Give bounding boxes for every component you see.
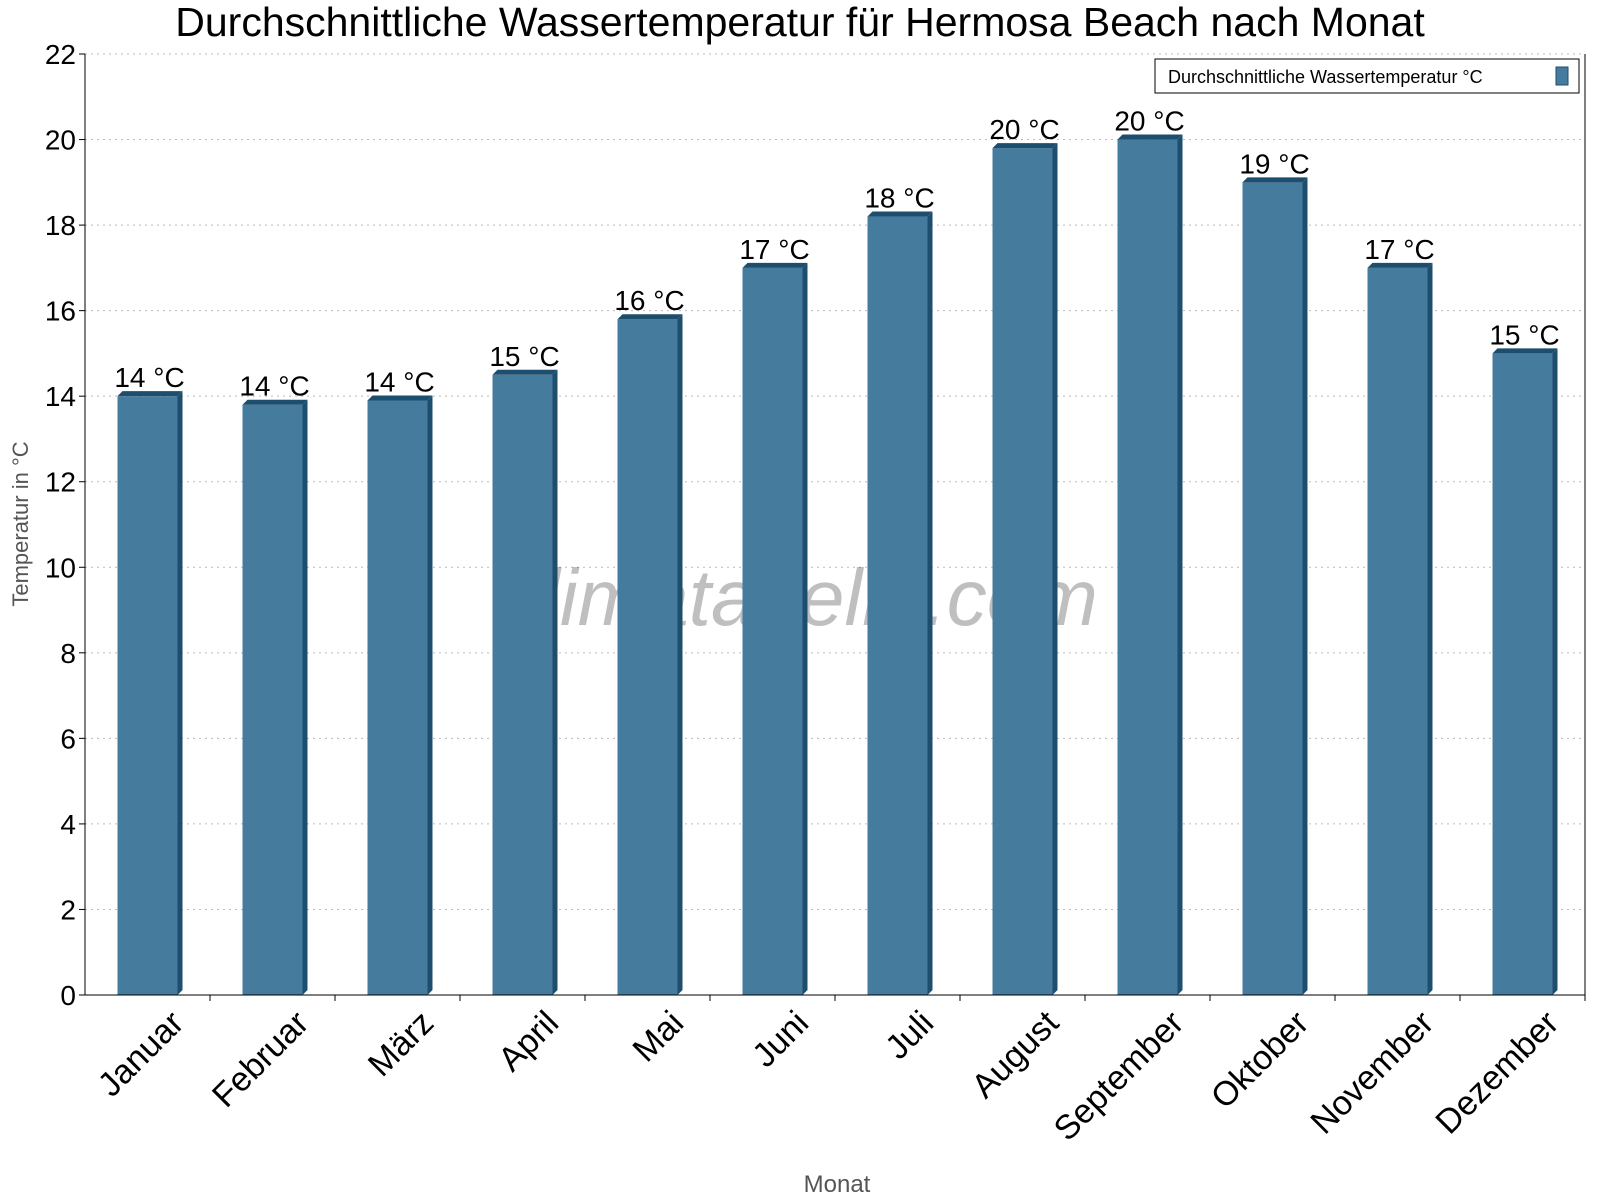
- data-label: 17 °C: [739, 234, 809, 265]
- x-tick-label: Juli: [878, 1004, 941, 1067]
- data-label: 14 °C: [364, 366, 434, 397]
- y-tick-label: 22: [45, 39, 76, 70]
- bar-top: [742, 262, 808, 268]
- bar-side: [677, 314, 683, 995]
- x-tick-label: Februar: [205, 1004, 316, 1115]
- bar-top: [492, 369, 558, 375]
- bar-top: [867, 211, 933, 217]
- bar-top: [117, 391, 183, 397]
- x-tick-label: Oktober: [1204, 1004, 1316, 1116]
- bar-top: [1242, 177, 1308, 183]
- bar: [117, 396, 178, 995]
- data-label: 19 °C: [1239, 148, 1309, 179]
- data-label: 14 °C: [239, 371, 309, 402]
- bar: [1242, 182, 1303, 995]
- bar: [492, 374, 553, 996]
- y-tick-label: 4: [60, 809, 76, 840]
- x-tick-label: April: [491, 1004, 566, 1079]
- bar-side: [1052, 143, 1058, 996]
- bar-side: [1177, 134, 1183, 995]
- bar-side: [552, 369, 558, 996]
- y-tick-label: 6: [60, 723, 76, 754]
- bar-side: [177, 391, 183, 995]
- data-label: 18 °C: [864, 183, 934, 214]
- bar: [242, 404, 303, 996]
- bar-side: [1427, 262, 1433, 995]
- bar-top: [1492, 348, 1558, 354]
- data-label: 14 °C: [114, 362, 184, 393]
- legend: Durchschnittliche Wassertemperatur °C: [1154, 58, 1580, 94]
- bar-side: [1552, 348, 1558, 996]
- y-tick-label: 16: [45, 296, 76, 327]
- bar-top: [992, 143, 1058, 149]
- legend-label: Durchschnittliche Wassertemperatur °C: [1168, 67, 1483, 87]
- y-tick-label: 12: [45, 467, 76, 498]
- bar-side: [427, 395, 433, 995]
- x-tick-label: Juni: [745, 1004, 816, 1075]
- bar-top: [1367, 262, 1433, 268]
- y-tick-label: 10: [45, 552, 76, 583]
- y-tick-label: 18: [45, 210, 76, 241]
- bar: [742, 267, 803, 995]
- bar-side: [1302, 177, 1308, 995]
- bar: [617, 319, 678, 995]
- x-tick-label: Januar: [91, 1004, 191, 1104]
- bar: [1367, 267, 1428, 995]
- data-label: 20 °C: [989, 114, 1059, 145]
- x-tick-label: Dezember: [1428, 1004, 1566, 1142]
- data-label: 20 °C: [1114, 106, 1184, 137]
- bar-top: [617, 314, 683, 320]
- data-label: 15 °C: [1489, 319, 1559, 350]
- bar-top: [1117, 134, 1183, 140]
- y-tick-label: 20: [45, 125, 76, 156]
- x-tick-label: März: [361, 1004, 441, 1084]
- data-label: 16 °C: [614, 285, 684, 316]
- x-axis-label: Monat: [804, 1171, 871, 1198]
- y-tick-label: 14: [45, 381, 76, 412]
- bar-top: [242, 399, 308, 405]
- bar-side: [302, 399, 308, 996]
- bar: [992, 148, 1053, 996]
- bar-side: [802, 262, 808, 995]
- bar: [867, 216, 928, 995]
- x-tick-label: Mai: [626, 1004, 692, 1070]
- y-axis-label: Temperatur in °C: [8, 441, 33, 606]
- legend-box: [1154, 58, 1580, 94]
- bar: [367, 400, 428, 995]
- y-tick-label: 0: [60, 980, 76, 1011]
- bar-side: [927, 211, 933, 995]
- bar-top: [367, 395, 433, 401]
- legend-swatch: [1555, 66, 1569, 86]
- data-label: 15 °C: [489, 341, 559, 372]
- x-tick-label: November: [1303, 1004, 1441, 1142]
- bar: [1492, 353, 1553, 996]
- x-tick-label: September: [1047, 1004, 1191, 1148]
- data-label: 17 °C: [1364, 234, 1434, 265]
- y-tick-label: 2: [60, 894, 76, 925]
- y-tick-label: 8: [60, 638, 76, 669]
- bar: [1117, 139, 1178, 995]
- chart-title: Durchschnittliche Wassertemperatur für H…: [175, 0, 1425, 45]
- x-tick-label: August: [964, 1003, 1066, 1105]
